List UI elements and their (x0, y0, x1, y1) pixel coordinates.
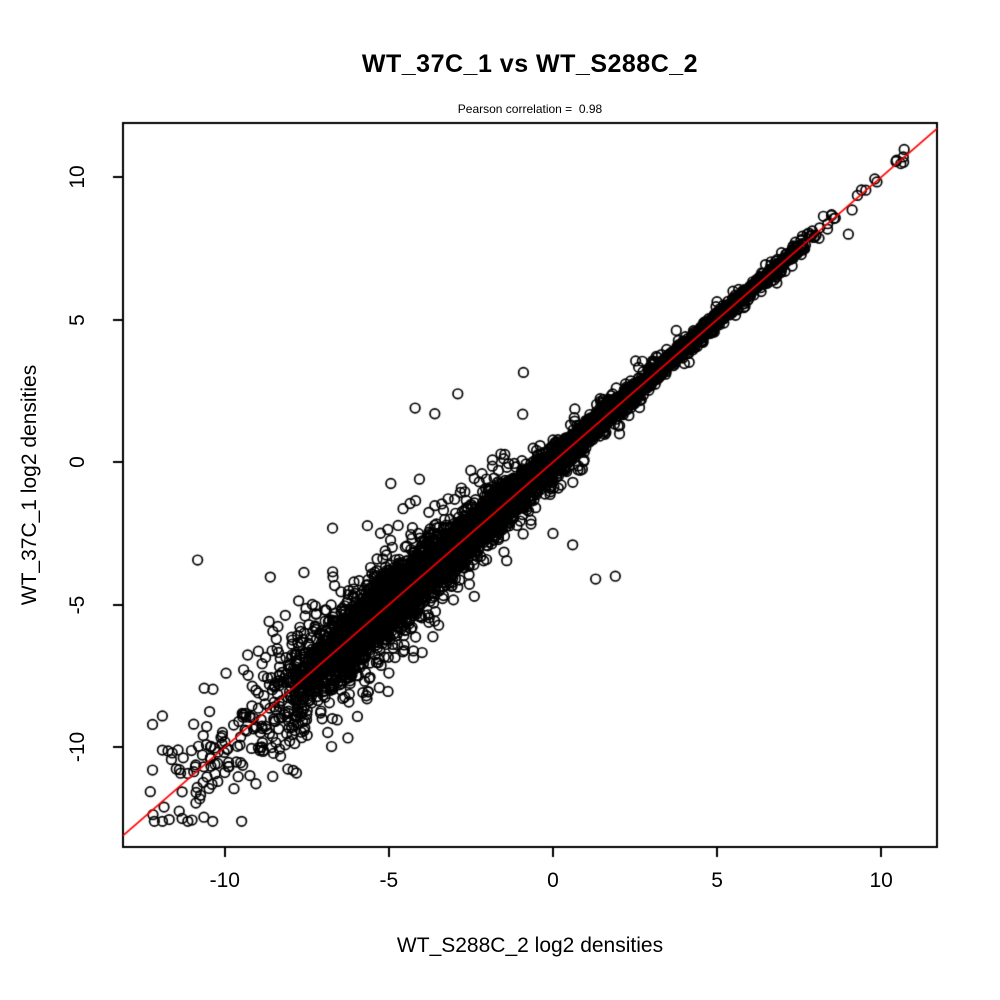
y-tick-label: 10 (66, 165, 89, 189)
x-axis-label: WT_S288C_2 log2 densities (396, 934, 664, 957)
x-tick-label: 5 (711, 869, 723, 892)
y-tick-label: 5 (66, 313, 89, 326)
x-tick-label: 0 (547, 869, 559, 892)
y-tick-label: -10 (66, 732, 89, 763)
x-tick-label: -10 (209, 869, 240, 892)
y-axis-label: WT_37C_1 log2 densities (18, 364, 41, 606)
chart-title: WT_37C_1 vs WT_S288C_2 (361, 50, 699, 78)
y-tick-label: 0 (66, 456, 89, 469)
y-tick-label: -5 (66, 595, 89, 615)
pearson-correlation-subtitle: Pearson correlation = 0.98 (457, 102, 603, 116)
x-tick-label: 10 (869, 869, 893, 892)
x-tick-label: -5 (379, 869, 399, 892)
